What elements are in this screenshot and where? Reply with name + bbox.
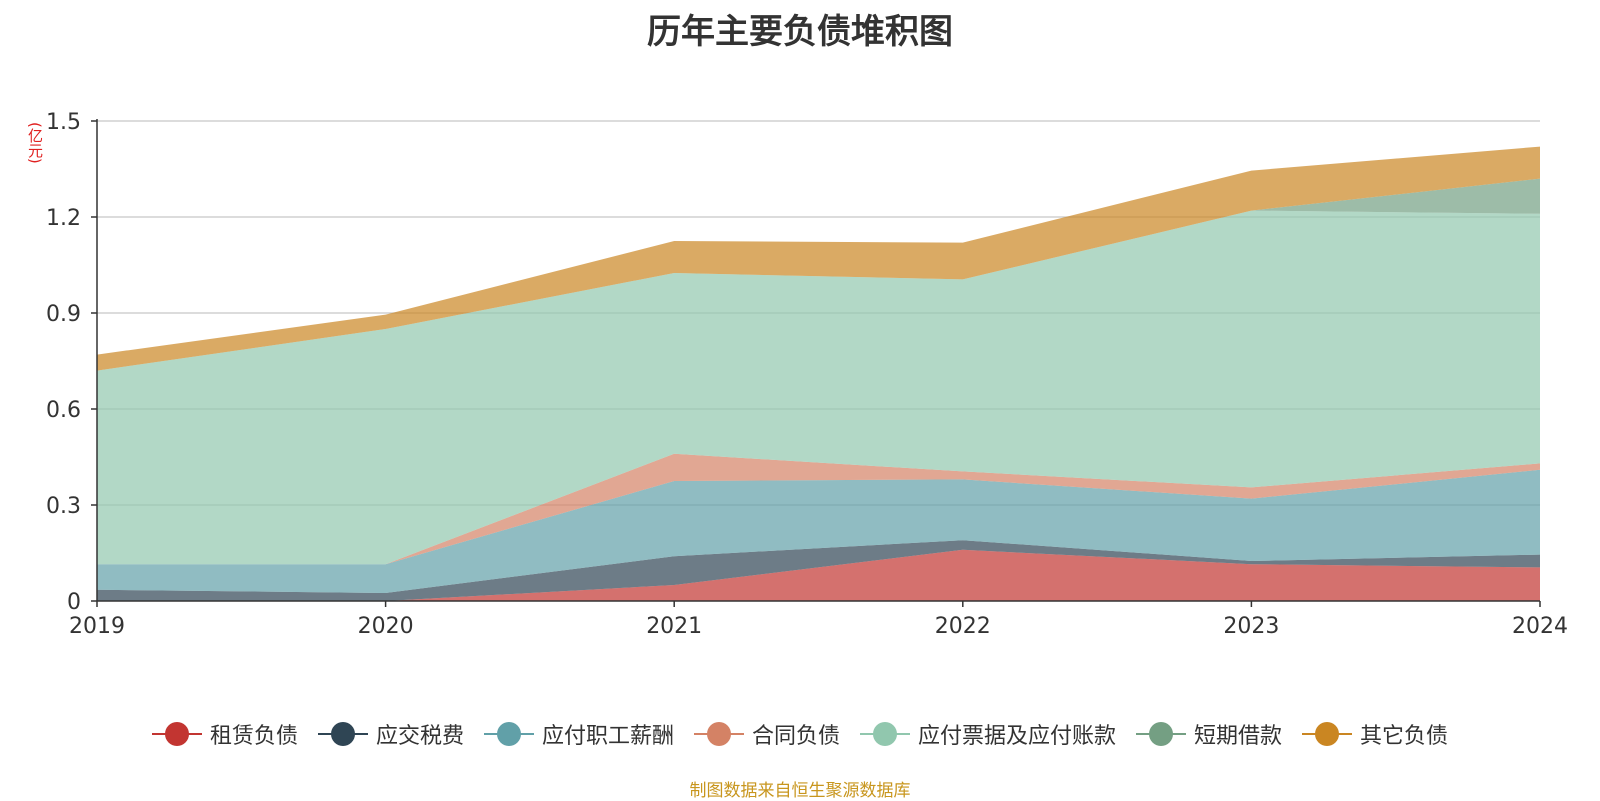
y-tick-label: 1.2 xyxy=(46,206,81,231)
legend-item[interactable]: 合同负债 xyxy=(693,718,840,750)
legend-marker-icon xyxy=(693,720,744,748)
legend-label: 其它负债 xyxy=(1360,724,1449,749)
legend-item[interactable]: 其它负债 xyxy=(1302,718,1448,750)
legend-marker-icon xyxy=(1136,720,1187,748)
x-tick-label: 2021 xyxy=(646,614,702,639)
y-tick-label: 0.6 xyxy=(46,398,81,423)
area-series-1 xyxy=(97,540,1540,601)
y-tick-label: 0.9 xyxy=(46,302,81,327)
axes: 0 0.3 0.6 0.9 1.2 1.5 2019 2020 2021 2022 2023 2024 xyxy=(46,110,1568,639)
area-series-2 xyxy=(97,469,1540,593)
legend-item[interactable]: 应付票据及应付账款 xyxy=(860,718,1116,750)
y-tick-label: 1.5 xyxy=(46,110,81,135)
legend-item[interactable]: 应付职工薪酬 xyxy=(483,718,674,750)
legend-label: 合同负债 xyxy=(751,724,840,749)
legend-label: 应付票据及应付账款 xyxy=(918,724,1117,749)
x-tick-label: 2024 xyxy=(1512,614,1568,639)
legend-item[interactable]: 应交税费 xyxy=(317,718,464,750)
source-note: 制图数据来自恒生聚源数据库 xyxy=(689,781,911,801)
legend-marker-icon xyxy=(483,720,534,748)
legend-label: 应交税费 xyxy=(375,724,464,749)
legend-item[interactable]: 短期借款 xyxy=(1136,718,1282,750)
area-series-3 xyxy=(97,453,1540,565)
legend-marker-icon xyxy=(317,720,368,748)
chart-title: 历年主要负债堆积图 xyxy=(647,12,953,52)
legend-marker-icon xyxy=(151,720,202,748)
legend-label: 应付职工薪酬 xyxy=(541,724,674,749)
y-tick-label: 0.3 xyxy=(46,494,81,519)
legend-label: 短期借款 xyxy=(1194,724,1283,749)
area-series xyxy=(97,146,1540,601)
legend-marker-icon xyxy=(1302,720,1353,748)
legend: 租赁负债 应交税费 应付职工薪酬 合同负债 应付票据及应付账款 短期借款 其它负债 xyxy=(0,718,1600,750)
x-tick-label: 2023 xyxy=(1223,614,1279,639)
area-series-4 xyxy=(97,210,1540,565)
legend-label: 租赁负债 xyxy=(209,724,298,749)
x-tick-label: 2022 xyxy=(935,614,991,639)
x-tick-label: 2020 xyxy=(358,614,414,639)
legend-item[interactable]: 租赁负债 xyxy=(151,718,298,750)
x-tick-label: 2019 xyxy=(69,614,125,639)
y-tick-label: 0 xyxy=(67,590,81,615)
area-series-6 xyxy=(97,146,1540,371)
area-series-0 xyxy=(97,549,1540,601)
legend-marker-icon xyxy=(860,720,910,748)
y-axis-unit-label: (亿元) xyxy=(26,122,44,164)
area-series-5 xyxy=(97,178,1540,371)
